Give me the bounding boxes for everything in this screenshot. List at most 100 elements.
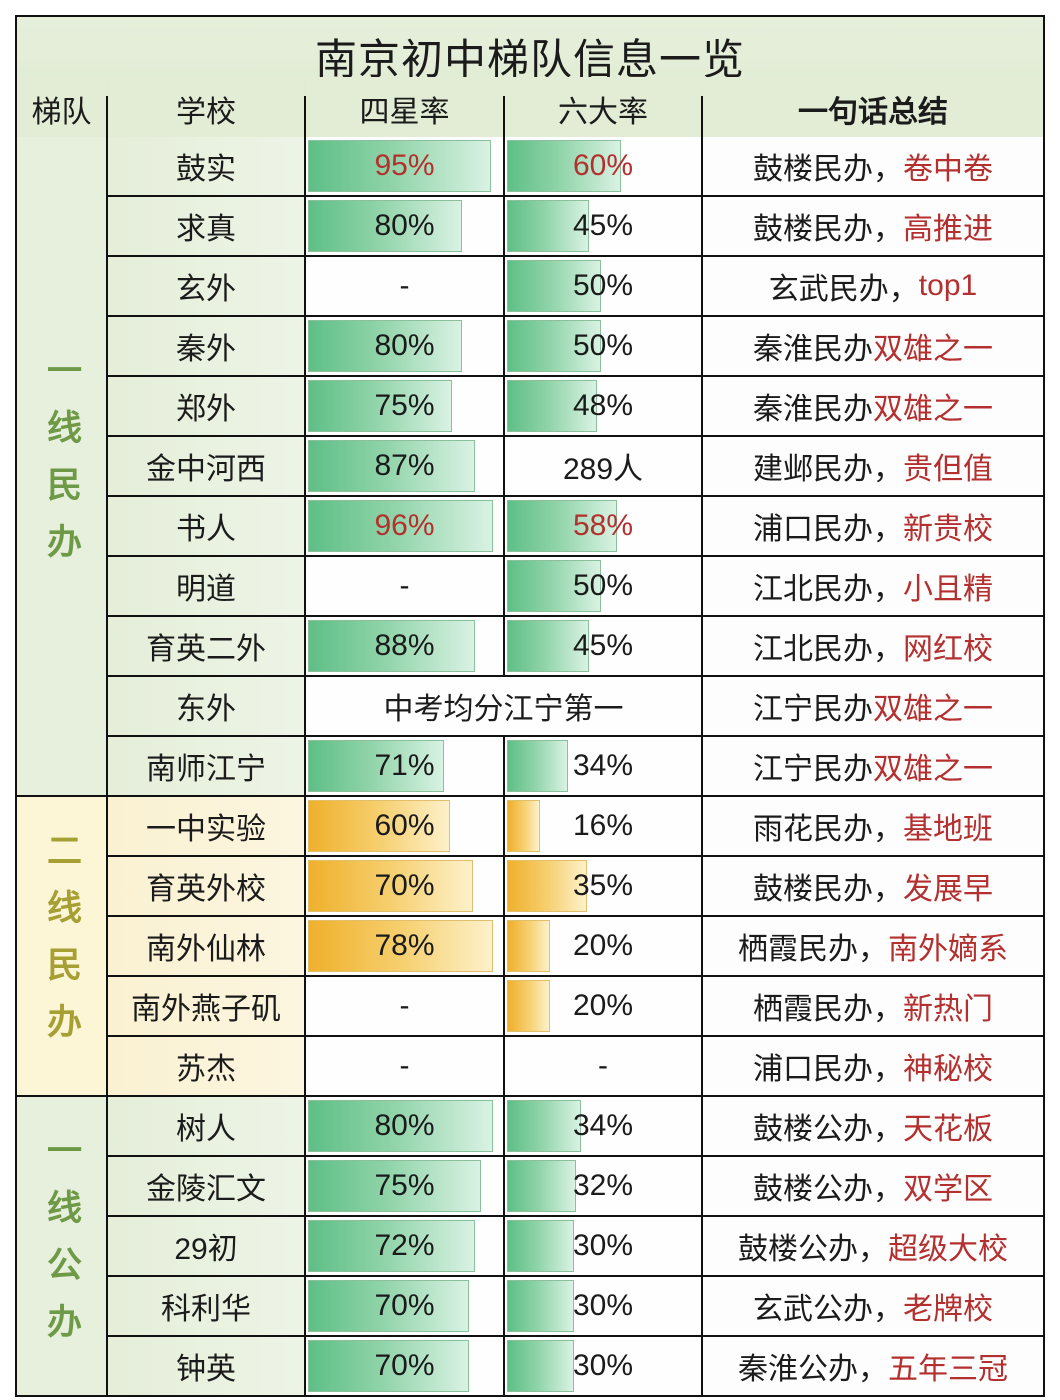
sixbig-rate-cell: 34% [505,737,701,795]
school-name: 29初 [108,1217,304,1275]
summary-cell: 鼓楼民办， 高推进 [703,197,1043,255]
fourstar-rate-cell: 80% [306,1097,503,1155]
rate-value: 30% [572,1289,634,1322]
summary-cell: 玄武公办， 老牌校 [703,1277,1043,1335]
summary-district: 建邺民办， [753,453,903,486]
data-bar [507,500,617,552]
summary-cell: 玄武民办， top1 [703,257,1043,315]
rate-value: 50% [572,569,634,602]
summary-district: 鼓楼民办， [753,213,903,246]
summary-cell: 秦淮民办 双雄之一 [703,377,1043,435]
data-bar [507,1280,574,1332]
data-bar [507,1100,582,1152]
summary-tag: 五年三冠 [888,1353,1008,1386]
summary-district: 鼓楼公办， [738,1233,888,1266]
school-name: 金陵汇文 [108,1157,304,1215]
school-name: 钟英 [108,1337,304,1395]
header-sixbig-rate: 六大率 [505,77,701,141]
summary-tag: 网红校 [903,633,993,666]
data-bar [507,620,590,672]
school-name: 金中河西 [108,437,304,495]
summary-tag: 双雄之一 [873,333,993,366]
fourstar-rate-cell: - [306,557,503,615]
sixbig-rate-cell: 58% [505,497,701,555]
rate-value: 80% [374,329,435,362]
summary-cell: 鼓楼公办， 天花板 [703,1097,1043,1155]
fourstar-rate-cell: 60% [306,797,503,855]
summary-tag: top1 [918,269,978,302]
sixbig-rate-cell: 30% [505,1277,701,1335]
summary-tag: 基地班 [903,813,993,846]
fourstar-rate-cell: 72% [306,1217,503,1275]
sixbig-rate-cell: 289人 [505,437,701,495]
tier-label: 一线民办 [17,137,106,795]
rate-value: 289人 [562,453,644,486]
rate-value: 95% [374,149,435,182]
rate-value: 75% [374,1169,435,1202]
data-bar [308,800,450,852]
summary-tag: 神秘校 [903,1053,993,1086]
summary-district: 浦口民办， [753,513,903,546]
fourstar-rate-cell: 80% [306,197,503,255]
tier-label: 二线民办 [17,797,106,1095]
summary-district: 鼓楼公办， [753,1173,903,1206]
rate-value: 75% [374,389,435,422]
summary-cell: 江北民办， 小且精 [703,557,1043,615]
sixbig-rate-cell: 50% [505,317,701,375]
rate-value: 48% [572,389,634,422]
summary-district: 江宁民办 [753,693,873,726]
data-bar [507,740,568,792]
summary-tag: 双雄之一 [873,753,993,786]
summary-tag: 新热门 [903,993,993,1026]
rate-value: - [399,1049,410,1082]
rate-value: - [399,989,410,1022]
school-name: 南师江宁 [108,737,304,795]
data-bar [308,860,474,912]
summary-district: 鼓楼民办， [753,873,903,906]
sixbig-rate-cell: - [505,1037,701,1095]
fourstar-rate-cell: 70% [306,1277,503,1335]
summary-district: 栖霞民办， [738,933,888,966]
summary-district: 浦口民办， [753,1053,903,1086]
summary-cell: 鼓楼民办， 卷中卷 [703,137,1043,195]
rate-value: 71% [374,749,435,782]
fourstar-rate-cell: - [306,1037,503,1095]
summary-cell: 江宁民办 双雄之一 [703,677,1043,735]
sixbig-rate-cell: 30% [505,1217,701,1275]
data-bar [507,380,598,432]
data-bar [308,1160,482,1212]
data-bar [308,620,476,672]
summary-tag: 南外嫡系 [888,933,1008,966]
summary-district: 玄武民办， [768,273,919,306]
summary-district: 江北民办， [753,633,903,666]
summary-cell: 建邺民办， 贵但值 [703,437,1043,495]
summary-district: 鼓楼公办， [753,1113,903,1146]
school-name: 树人 [108,1097,304,1155]
summary-tag: 发展早 [903,873,993,906]
data-bar [308,320,462,372]
school-name: 南外燕子矶 [108,977,304,1035]
data-bar [507,200,590,252]
rate-value: 30% [572,1229,634,1262]
data-bar [507,800,541,852]
data-bar [308,1100,494,1152]
merged-note: 中考均分江宁第一 [306,677,701,735]
sixbig-rate-cell: 20% [505,917,701,975]
data-bar [507,920,551,972]
summary-cell: 秦淮公办， 五年三冠 [703,1337,1043,1395]
school-name: 玄外 [108,257,304,315]
data-bar [507,320,601,372]
sixbig-rate-cell: 48% [505,377,701,435]
rate-value: 32% [572,1169,634,1202]
data-bar [308,1220,476,1272]
sixbig-rate-cell: 16% [505,797,701,855]
summary-cell: 浦口民办， 新贵校 [703,497,1043,555]
summary-tag: 小且精 [903,573,993,606]
rate-value: 50% [572,329,634,362]
sixbig-rate-cell: 60% [505,137,701,195]
fourstar-rate-cell: - [306,977,503,1035]
summary-cell: 鼓楼公办， 超级大校 [703,1217,1043,1275]
rate-value: 72% [374,1229,435,1262]
rate-value: 20% [572,989,634,1022]
summary-cell: 江宁民办 双雄之一 [703,737,1043,795]
